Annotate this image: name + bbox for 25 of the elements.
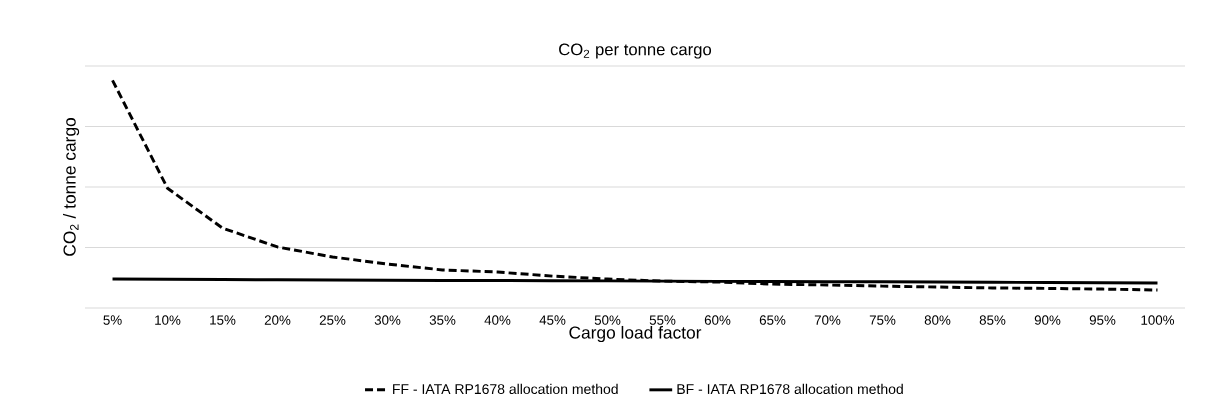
x-tick-label: 10% bbox=[155, 315, 181, 325]
x-tick-label: 25% bbox=[319, 315, 346, 325]
x-tick-label: 80% bbox=[924, 315, 951, 325]
legend-label: BF - IATA RP1678 allocation method bbox=[677, 383, 903, 395]
x-tick-label: 90% bbox=[1034, 315, 1061, 325]
x-tick-label: 65% bbox=[759, 315, 786, 325]
x-tick-label: 55% bbox=[649, 315, 676, 325]
y-axis-title: CO$_{2}$ / tonne cargo bbox=[62, 118, 80, 256]
x-tick-label: 70% bbox=[814, 315, 841, 325]
x-tick-label: 100% bbox=[1141, 315, 1175, 325]
x-tick-label: 35% bbox=[429, 315, 456, 325]
x-tick-label: 5% bbox=[103, 315, 122, 325]
legend-label: FF - IATA RP1678 allocation method bbox=[393, 383, 618, 395]
x-tick-label: 30% bbox=[374, 315, 401, 325]
x-tick-label: 95% bbox=[1089, 315, 1116, 325]
x-tick-label: 50% bbox=[594, 315, 621, 325]
chart-title: CO$_{2}$ per tonne cargo bbox=[559, 43, 712, 59]
x-tick-label: 45% bbox=[539, 315, 566, 325]
x-tick-label: 40% bbox=[484, 315, 511, 325]
x-tick-label: 75% bbox=[869, 315, 896, 325]
x-tick-label: 85% bbox=[979, 315, 1006, 325]
x-axis-title: Cargo load factor bbox=[569, 325, 702, 343]
x-tick-label: 60% bbox=[704, 315, 731, 325]
x-tick-label: 20% bbox=[264, 315, 291, 325]
x-tick-label: 15% bbox=[210, 315, 236, 325]
